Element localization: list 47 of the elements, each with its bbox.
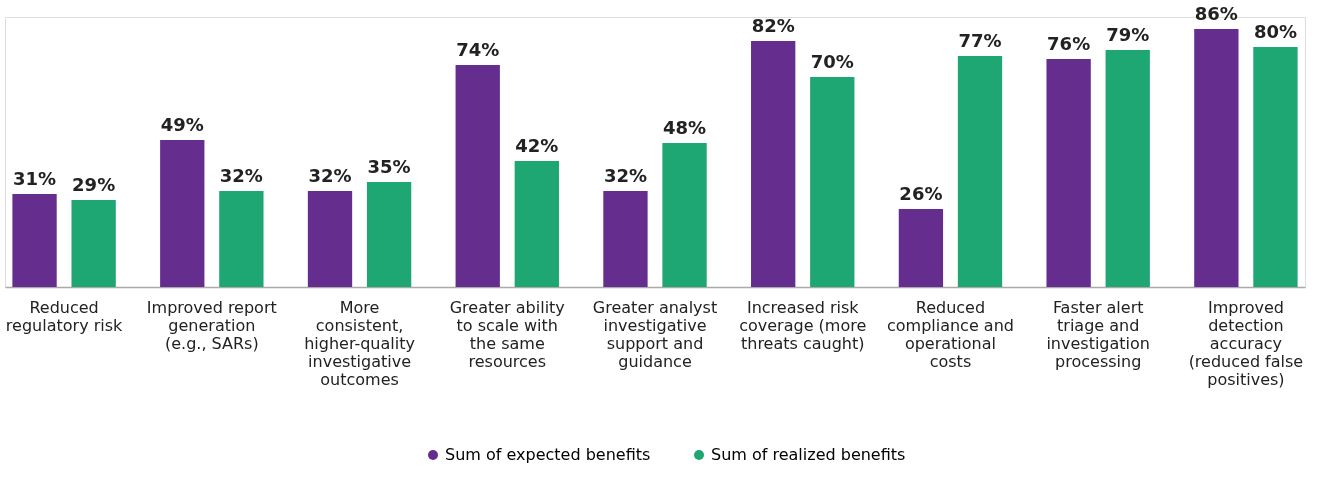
data-label: 32% <box>219 165 263 186</box>
bar <box>957 56 1003 287</box>
data-label: 76% <box>1047 33 1091 54</box>
x-tick-label: Reduced regulatory risk <box>5 297 124 335</box>
bar <box>1105 50 1150 287</box>
x-tick-label: Faster alert triage and investigation processing <box>1046 297 1150 371</box>
bar <box>455 65 500 287</box>
x-tick-label: Improved detection accuracy (reduced false positives) <box>1188 297 1304 389</box>
bar <box>603 191 648 287</box>
data-label: 70% <box>810 51 854 72</box>
bar <box>160 140 205 287</box>
data-label: 26% <box>899 183 943 204</box>
bar <box>219 191 264 287</box>
bar <box>12 194 57 287</box>
x-tick-label: More consistent, higher-quality investigative outcomes <box>304 297 415 389</box>
data-label: 74% <box>456 39 500 60</box>
data-label: 79% <box>1106 24 1150 45</box>
data-label: 35% <box>367 156 411 177</box>
data-label: 86% <box>1194 3 1238 24</box>
bar <box>810 77 855 287</box>
x-tick-label: Increased risk coverage (more threats caught) <box>739 297 867 353</box>
bar <box>307 191 353 287</box>
data-label: 77% <box>958 30 1002 51</box>
bar <box>366 182 412 287</box>
data-label: 48% <box>663 117 707 138</box>
data-label: 42% <box>515 135 559 156</box>
legend-label: Sum of realized benefits <box>711 445 906 464</box>
bar <box>71 200 116 287</box>
data-label: 32% <box>603 165 647 186</box>
data-label: 29% <box>72 174 116 195</box>
x-tick-label: Greater analyst investigative support and guidance <box>592 297 718 371</box>
bar <box>898 209 944 287</box>
bar <box>1046 59 1091 287</box>
data-label: 80% <box>1253 21 1297 42</box>
bar <box>1253 47 1298 287</box>
legend-label: Sum of expected benefits <box>445 445 651 464</box>
data-label: 31% <box>13 168 57 189</box>
x-tick-label: Reduced compliance and operational costs <box>886 297 1014 371</box>
x-tick-label: Improved report generation (e.g., SARs) <box>146 297 277 353</box>
bar <box>662 143 707 287</box>
bar <box>514 161 559 287</box>
bar <box>1194 29 1239 287</box>
x-tick-label: Greater ability to scale with the same resources <box>449 297 565 371</box>
data-label: 82% <box>751 15 795 36</box>
data-label: 49% <box>160 114 204 135</box>
data-label: 32% <box>308 165 352 186</box>
bar <box>751 41 796 287</box>
